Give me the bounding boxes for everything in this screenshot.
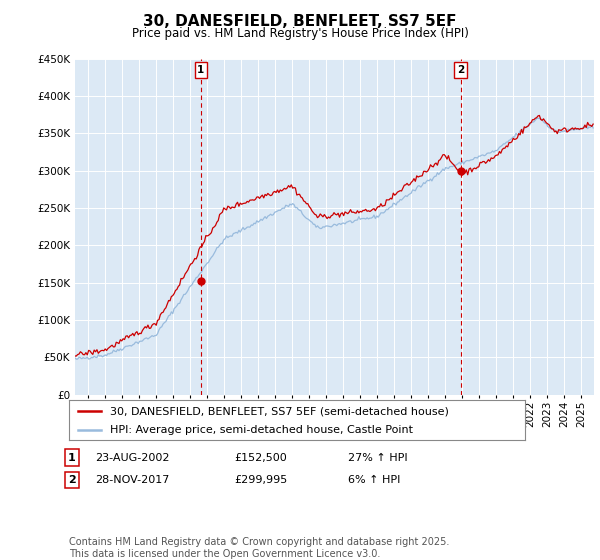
Text: 1: 1 xyxy=(197,65,205,75)
Text: 30, DANESFIELD, BENFLEET, SS7 5EF: 30, DANESFIELD, BENFLEET, SS7 5EF xyxy=(143,14,457,29)
Text: 6% ↑ HPI: 6% ↑ HPI xyxy=(348,475,400,485)
Text: Price paid vs. HM Land Registry's House Price Index (HPI): Price paid vs. HM Land Registry's House … xyxy=(131,27,469,40)
Text: HPI: Average price, semi-detached house, Castle Point: HPI: Average price, semi-detached house,… xyxy=(110,425,413,435)
Text: 28-NOV-2017: 28-NOV-2017 xyxy=(95,475,169,485)
Text: 23-AUG-2002: 23-AUG-2002 xyxy=(95,452,169,463)
Text: 30, DANESFIELD, BENFLEET, SS7 5EF (semi-detached house): 30, DANESFIELD, BENFLEET, SS7 5EF (semi-… xyxy=(110,407,449,417)
Text: Contains HM Land Registry data © Crown copyright and database right 2025.
This d: Contains HM Land Registry data © Crown c… xyxy=(69,537,449,559)
Text: £152,500: £152,500 xyxy=(234,452,287,463)
Text: £299,995: £299,995 xyxy=(234,475,287,485)
Text: 2: 2 xyxy=(457,65,464,75)
Text: 27% ↑ HPI: 27% ↑ HPI xyxy=(348,452,407,463)
Text: 1: 1 xyxy=(68,452,76,463)
Text: 2: 2 xyxy=(68,475,76,485)
